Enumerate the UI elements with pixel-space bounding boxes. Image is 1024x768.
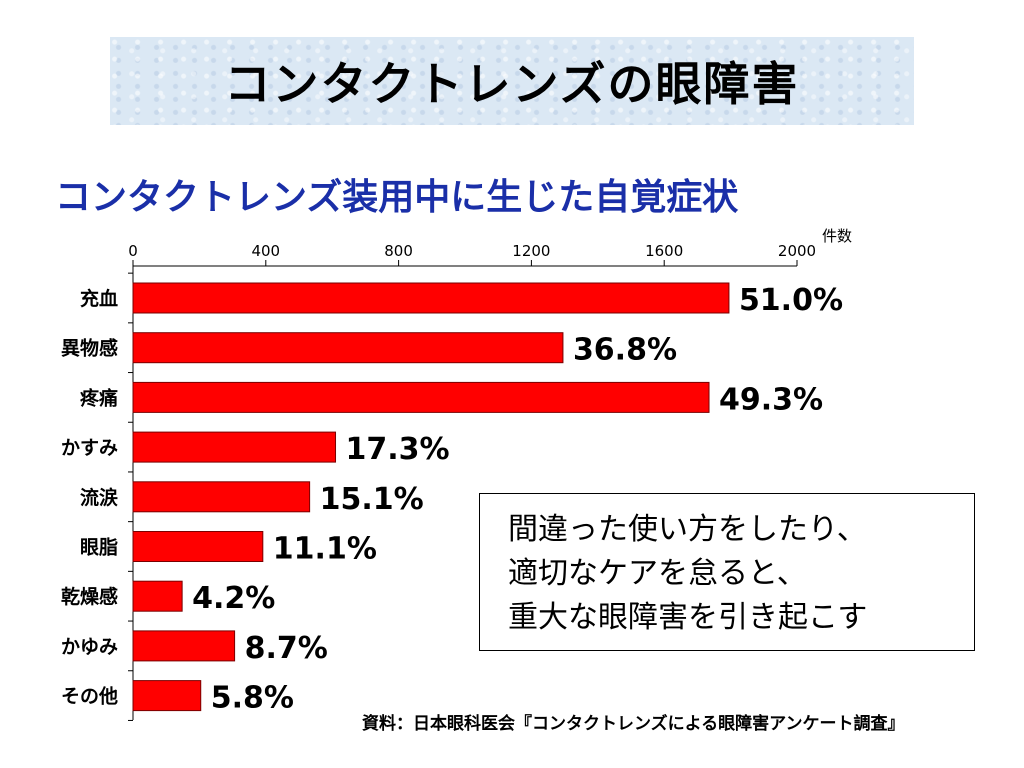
message-line-2: 適切なケアを怠ると、 xyxy=(508,556,807,591)
bar xyxy=(132,431,337,463)
category-label: その他 xyxy=(61,685,118,708)
data-label: 51.0% xyxy=(739,283,843,318)
message-box: 間違った使い方をしたり、 適切なケアを怠ると、 重大な眼障害を引き起こす xyxy=(479,493,975,651)
x-tick-label: 800 xyxy=(384,242,413,260)
category-label: かすみ xyxy=(61,437,118,459)
x-tick-label: 2000 xyxy=(778,242,816,260)
bar xyxy=(132,332,564,364)
x-tick-label: 1200 xyxy=(512,242,550,260)
bar xyxy=(132,630,236,662)
bar xyxy=(132,282,730,314)
data-label: 4.2% xyxy=(192,581,275,616)
x-tick-label: 0 xyxy=(128,242,138,260)
chart-subtitle: コンタクトレンズ装用中に生じた自覚症状 xyxy=(55,177,739,218)
category-label: 充血 xyxy=(80,287,118,310)
title-banner: コンタクトレンズの眼障害 xyxy=(110,37,914,125)
data-label: 11.1% xyxy=(273,532,377,567)
bar xyxy=(132,531,264,562)
data-label: 15.1% xyxy=(320,482,424,517)
data-label: 36.8% xyxy=(573,333,677,368)
x-axis-unit: 件数 xyxy=(822,227,853,245)
x-tick-label: 1600 xyxy=(645,242,683,260)
category-label: 疼痛 xyxy=(80,386,118,409)
message-line-3: 重大な眼障害を引き起こす xyxy=(508,600,868,635)
bar xyxy=(132,580,183,612)
source-note: 資料：日本眼科医会『コンタクトレンズによる眼障害アンケート調査』 xyxy=(362,714,905,734)
data-label: 5.8% xyxy=(211,681,294,716)
x-tick-label: 400 xyxy=(251,242,280,260)
bar xyxy=(132,680,202,712)
category-label: 乾燥感 xyxy=(61,585,118,608)
message-line-1: 間違った使い方をしたり、 xyxy=(508,512,867,547)
page-title: コンタクトレンズの眼障害 xyxy=(224,57,800,111)
bar xyxy=(132,481,311,513)
category-label: 異物感 xyxy=(61,337,118,360)
data-label: 49.3% xyxy=(719,382,823,417)
data-label: 8.7% xyxy=(245,631,328,666)
category-label: 流涙 xyxy=(80,486,118,509)
category-label: かゆみ xyxy=(61,636,118,658)
bar xyxy=(132,381,710,413)
data-label: 17.3% xyxy=(346,432,450,467)
category-label: 眼脂 xyxy=(80,537,118,559)
